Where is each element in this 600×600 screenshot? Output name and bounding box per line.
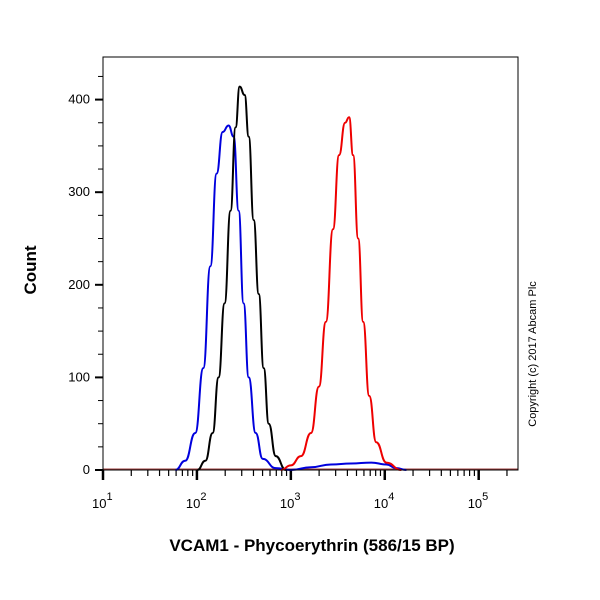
copyright-annotation: Copyright (c) 2017 Abcam Plc: [527, 281, 539, 427]
x-tick-label: 105: [468, 491, 489, 511]
y-tick-label: 400: [68, 92, 90, 107]
plot-frame: [102, 56, 519, 471]
x-tick-label: 101: [92, 491, 113, 511]
y-tick-label: 100: [68, 369, 90, 384]
histogram-series-0: [175, 124, 407, 472]
histogram-series-2: [280, 116, 402, 471]
x-tick-label: 102: [186, 491, 207, 511]
y-tick-label: 0: [83, 462, 90, 477]
histogram-series-1: [197, 85, 287, 471]
y-axis-label: Count: [21, 245, 40, 294]
x-axis-label: VCAM1 - Phycoerythrin (586/15 BP): [169, 536, 454, 555]
y-tick-label: 200: [68, 277, 90, 292]
x-tick-label: 103: [280, 491, 301, 511]
x-tick-label: 104: [374, 491, 395, 511]
y-tick-label: 300: [68, 184, 90, 199]
